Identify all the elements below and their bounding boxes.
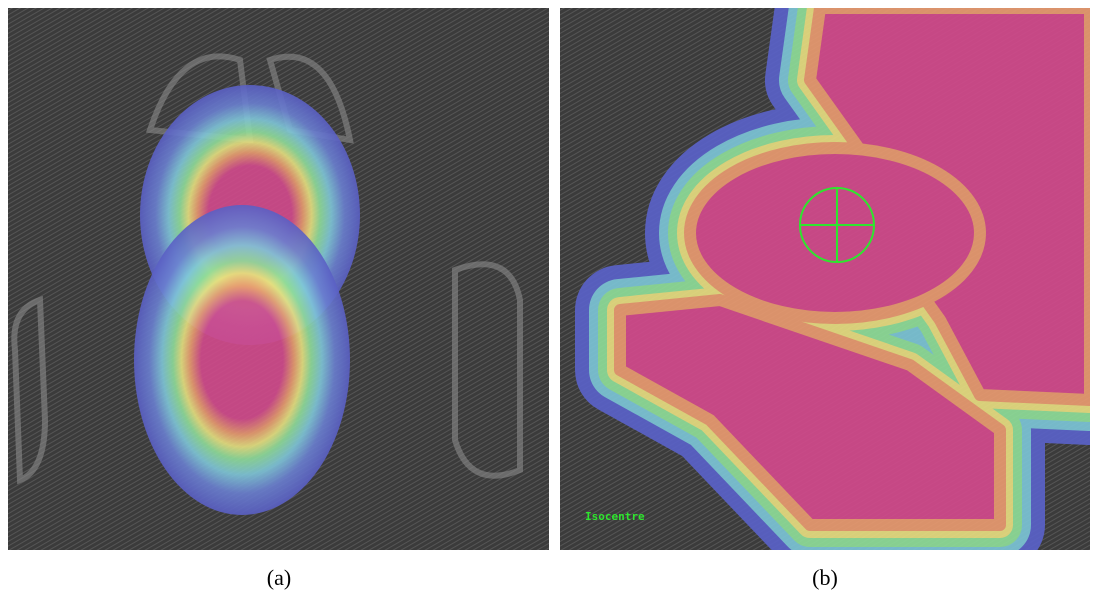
figure: Isocentre (a) (b) <box>0 0 1096 607</box>
isocentre-label: Isocentre <box>585 510 645 523</box>
panel-b-image: Isocentre <box>560 8 1090 550</box>
panel-a-image <box>8 8 549 550</box>
panel-caption: (b) <box>812 565 838 590</box>
panel-caption: (a) <box>267 565 291 590</box>
page: Isocentre (a) (b) (() => { const data = … <box>0 0 1096 607</box>
isocentre-crosshair <box>800 188 874 262</box>
